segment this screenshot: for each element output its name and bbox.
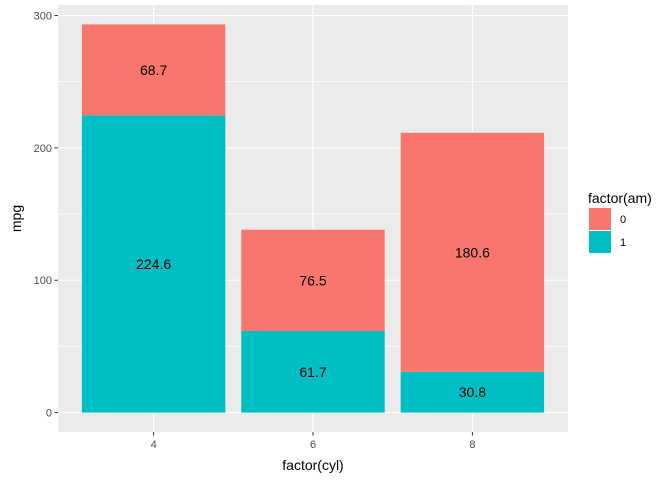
bar-segment-cyl8-am0 — [400, 132, 545, 372]
legend-items: 01 — [589, 208, 626, 253]
legend-label: 1 — [620, 237, 626, 249]
legend-key-1 — [589, 231, 611, 253]
bars — [81, 24, 545, 413]
data-label: 30.8 — [459, 384, 486, 400]
x-tick-label: 4 — [151, 439, 157, 451]
bar-segment-cyl4-am0 — [81, 24, 226, 116]
bar-segment-cyl8-am1 — [400, 371, 545, 413]
x-axis-title: factor(cyl) — [282, 457, 343, 473]
legend-key-0 — [589, 208, 611, 230]
data-labels: 224.6 68.7 61.7 76.5 30.8 180.6 — [136, 62, 490, 400]
data-label: 61.7 — [299, 364, 326, 380]
legend: factor(am) 01 — [588, 190, 652, 253]
legend-label: 0 — [620, 214, 626, 226]
data-label: 224.6 — [136, 256, 171, 272]
y-axis-title: mpg — [8, 205, 24, 232]
bar-segment-cyl6-am1 — [241, 330, 385, 413]
x-tick-label: 8 — [469, 439, 475, 451]
x-axis: 4 6 8 — [151, 432, 475, 451]
data-label: 68.7 — [140, 62, 167, 78]
bar-segment-cyl4-am1 — [81, 115, 226, 413]
y-tick-label: 0 — [46, 408, 52, 420]
bar-segment-cyl6-am0 — [241, 229, 385, 331]
data-label: 76.5 — [299, 272, 326, 288]
data-label: 180.6 — [455, 244, 490, 260]
x-tick-label: 6 — [310, 439, 316, 451]
y-tick-label: 300 — [34, 11, 52, 23]
y-tick-label: 100 — [34, 275, 52, 287]
y-axis: 0 100 200 300 — [34, 11, 58, 420]
legend-title: factor(am) — [588, 190, 652, 206]
y-tick-label: 200 — [34, 143, 52, 155]
